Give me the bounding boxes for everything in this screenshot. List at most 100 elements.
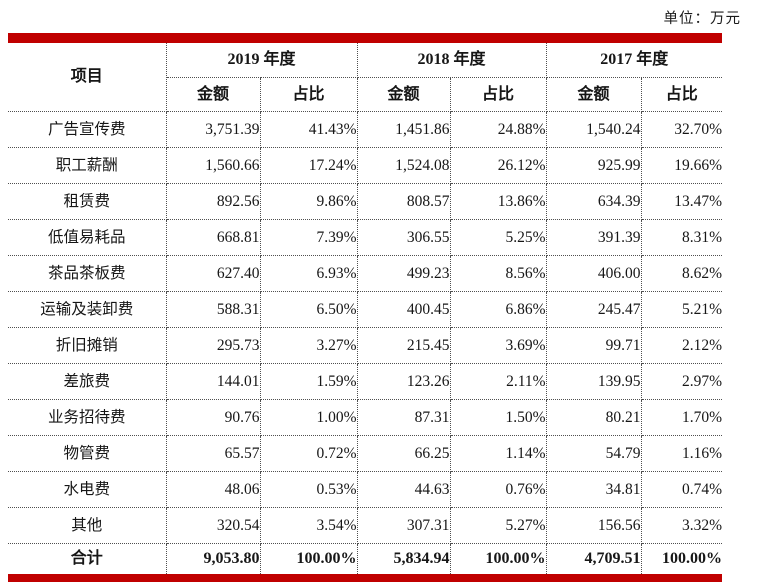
value-cell: 5.25% bbox=[449, 219, 547, 256]
value-cell: 9,053.80 bbox=[165, 543, 261, 574]
col-header-amount-2018: 金额 bbox=[356, 77, 451, 112]
value-cell: 245.47 bbox=[545, 291, 642, 328]
value-cell: 2.11% bbox=[449, 363, 547, 400]
value-cell: 8.56% bbox=[449, 255, 547, 292]
value-cell: 26.12% bbox=[449, 147, 547, 184]
value-cell: 90.76 bbox=[165, 399, 261, 436]
col-header-year-2017: 2017 年度 bbox=[545, 43, 723, 78]
value-cell: 320.54 bbox=[165, 507, 261, 544]
value-cell: 0.72% bbox=[259, 435, 358, 472]
value-cell: 6.93% bbox=[259, 255, 358, 292]
item-cell: 业务招待费 bbox=[8, 399, 167, 436]
table-row: 差旅费 144.01 1.59% 123.26 2.11% 139.95 2.97% bbox=[8, 363, 723, 400]
value-cell: 3.54% bbox=[259, 507, 358, 544]
value-cell: 400.45 bbox=[356, 291, 451, 328]
value-cell: 4,709.51 bbox=[545, 543, 642, 574]
col-header-amount-2017: 金额 bbox=[545, 77, 642, 112]
bottom-red-rule bbox=[8, 574, 722, 582]
unit-label: 单位：万元 bbox=[663, 11, 741, 27]
value-cell: 215.45 bbox=[356, 327, 451, 364]
col-header-ratio-2017: 占比 bbox=[640, 77, 723, 112]
value-cell: 41.43% bbox=[259, 111, 358, 148]
table-row: 运输及装卸费 588.31 6.50% 400.45 6.86% 245.47 5.21% bbox=[8, 291, 723, 328]
value-cell: 0.53% bbox=[259, 471, 358, 508]
value-cell: 8.31% bbox=[640, 219, 723, 256]
table-row: 低值易耗品 668.81 7.39% 306.55 5.25% 391.39 8.31% bbox=[8, 219, 723, 256]
value-cell: 139.95 bbox=[545, 363, 642, 400]
table-row: 其他 320.54 3.54% 307.31 5.27% 156.56 3.32% bbox=[8, 507, 723, 544]
value-cell: 1,451.86 bbox=[356, 111, 451, 148]
table-header: 项目 2019 年度 2018 年度 2017 年度 金额 占比 金额 占比 金… bbox=[8, 43, 723, 112]
value-cell: 5,834.94 bbox=[356, 543, 451, 574]
value-cell: 123.26 bbox=[356, 363, 451, 400]
value-cell: 306.55 bbox=[356, 219, 451, 256]
expense-table: 项目 2019 年度 2018 年度 2017 年度 金额 占比 金额 占比 金… bbox=[8, 43, 723, 574]
value-cell: 2.12% bbox=[640, 327, 723, 364]
item-cell: 其他 bbox=[8, 507, 167, 544]
value-cell: 48.06 bbox=[165, 471, 261, 508]
value-cell: 406.00 bbox=[545, 255, 642, 292]
value-cell: 925.99 bbox=[545, 147, 642, 184]
value-cell: 1.00% bbox=[259, 399, 358, 436]
value-cell: 65.57 bbox=[165, 435, 261, 472]
value-cell: 892.56 bbox=[165, 183, 261, 220]
item-cell: 茶品茶板费 bbox=[8, 255, 167, 292]
value-cell: 80.21 bbox=[545, 399, 642, 436]
value-cell: 0.74% bbox=[640, 471, 723, 508]
value-cell: 87.31 bbox=[356, 399, 451, 436]
col-header-year-2018: 2018 年度 bbox=[356, 43, 547, 78]
value-cell: 100.00% bbox=[640, 543, 723, 574]
value-cell: 100.00% bbox=[449, 543, 547, 574]
total-row: 合计 9,053.80 100.00% 5,834.94 100.00% 4,709.51… bbox=[8, 543, 723, 574]
value-cell: 634.39 bbox=[545, 183, 642, 220]
value-cell: 6.86% bbox=[449, 291, 547, 328]
table-row: 物管费 65.57 0.72% 66.25 1.14% 54.79 1.16% bbox=[8, 435, 723, 472]
value-cell: 7.39% bbox=[259, 219, 358, 256]
value-cell: 0.76% bbox=[449, 471, 547, 508]
value-cell: 295.73 bbox=[165, 327, 261, 364]
value-cell: 5.21% bbox=[640, 291, 723, 328]
value-cell: 391.39 bbox=[545, 219, 642, 256]
item-cell: 物管费 bbox=[8, 435, 167, 472]
value-cell: 100.00% bbox=[259, 543, 358, 574]
item-cell: 租赁费 bbox=[8, 183, 167, 220]
value-cell: 627.40 bbox=[165, 255, 261, 292]
value-cell: 2.97% bbox=[640, 363, 723, 400]
col-header-ratio-2018: 占比 bbox=[449, 77, 547, 112]
col-header-ratio-2019: 占比 bbox=[259, 77, 358, 112]
value-cell: 3.69% bbox=[449, 327, 547, 364]
value-cell: 54.79 bbox=[545, 435, 642, 472]
top-red-rule bbox=[8, 33, 722, 43]
value-cell: 8.62% bbox=[640, 255, 723, 292]
value-cell: 19.66% bbox=[640, 147, 723, 184]
value-cell: 1.14% bbox=[449, 435, 547, 472]
table-row: 茶品茶板费 627.40 6.93% 499.23 8.56% 406.00 8.62% bbox=[8, 255, 723, 292]
value-cell: 1,524.08 bbox=[356, 147, 451, 184]
table-row: 租赁费 892.56 9.86% 808.57 13.86% 634.39 13.47% bbox=[8, 183, 723, 220]
table-row: 水电费 48.06 0.53% 44.63 0.76% 34.81 0.74% bbox=[8, 471, 723, 508]
value-cell: 66.25 bbox=[356, 435, 451, 472]
value-cell: 1.50% bbox=[449, 399, 547, 436]
item-cell: 低值易耗品 bbox=[8, 219, 167, 256]
value-cell: 13.47% bbox=[640, 183, 723, 220]
value-cell: 17.24% bbox=[259, 147, 358, 184]
value-cell: 99.71 bbox=[545, 327, 642, 364]
value-cell: 1.59% bbox=[259, 363, 358, 400]
value-cell: 668.81 bbox=[165, 219, 261, 256]
item-cell: 广告宣传费 bbox=[8, 111, 167, 148]
value-cell: 1.70% bbox=[640, 399, 723, 436]
table-row: 业务招待费 90.76 1.00% 87.31 1.50% 80.21 1.70% bbox=[8, 399, 723, 436]
item-cell: 折旧摊销 bbox=[8, 327, 167, 364]
value-cell: 144.01 bbox=[165, 363, 261, 400]
table-row: 广告宣传费 3,751.39 41.43% 1,451.86 24.88% 1,540.2… bbox=[8, 111, 723, 148]
value-cell: 156.56 bbox=[545, 507, 642, 544]
value-cell: 24.88% bbox=[449, 111, 547, 148]
value-cell: 13.86% bbox=[449, 183, 547, 220]
value-cell: 1,540.24 bbox=[545, 111, 642, 148]
value-cell: 307.31 bbox=[356, 507, 451, 544]
value-cell: 3,751.39 bbox=[165, 111, 261, 148]
value-cell: 32.70% bbox=[640, 111, 723, 148]
item-cell: 水电费 bbox=[8, 471, 167, 508]
expense-table-body: 广告宣传费 3,751.39 41.43% 1,451.86 24.88% 1,540.2… bbox=[8, 111, 723, 574]
